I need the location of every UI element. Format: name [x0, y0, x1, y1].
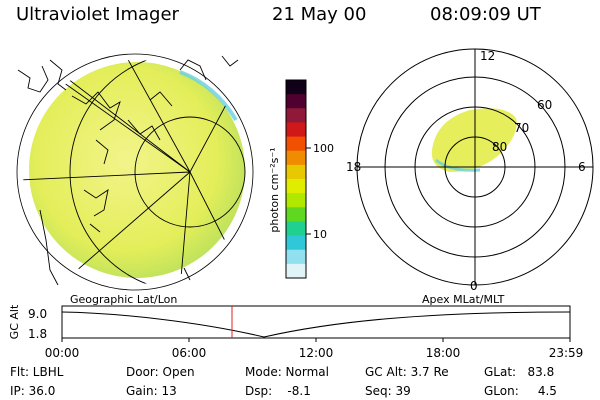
colorbar-cell — [286, 80, 306, 95]
colorbar: 100 10 photon cm⁻²s⁻¹ — [268, 79, 334, 279]
status-gain: Gain: 13 — [126, 384, 177, 398]
status-seq: Seq: 39 — [365, 384, 411, 398]
status-flt: Flt: LBHL — [10, 365, 64, 379]
time-title: 08:09:09 UT — [430, 4, 541, 25]
uv-emission-disk — [29, 62, 245, 278]
colorbar-cell — [286, 150, 306, 166]
colorbar-cell — [286, 179, 306, 194]
colorbar-cell — [286, 221, 306, 237]
altitude-curve — [61, 311, 571, 338]
colorbar-cell — [286, 164, 306, 180]
auroral-oval — [431, 108, 517, 172]
mlt-label-18: 18 — [346, 160, 361, 174]
colorbar-unit-label: photon cm⁻²s⁻¹ — [268, 147, 281, 232]
time-tick-2359: 23:59 — [549, 346, 584, 360]
colorbar-cell — [286, 263, 306, 279]
earth-limb — [16, 53, 254, 291]
lat-label-80: 80 — [492, 140, 507, 154]
date-title: 21 May 00 — [272, 4, 367, 25]
time-tick-0000: 00:00 — [45, 346, 80, 360]
lat-label-60: 60 — [537, 98, 552, 112]
lat-label-70: 70 — [514, 121, 529, 135]
status-glon: GLon: 4.5 — [484, 384, 557, 398]
colorbar-tick-100: 100 — [313, 142, 334, 155]
coastlines — [17, 55, 239, 286]
colorbar-cell — [286, 207, 306, 222]
status-dsp: Dsp: -8.1 — [245, 384, 311, 398]
status-glat: GLat: 83.8 — [484, 365, 554, 379]
time-tick-0600: 06:00 — [172, 346, 207, 360]
timeline-frame — [61, 305, 571, 339]
colorbar-cell — [286, 94, 306, 109]
mlt-label-6: 6 — [578, 160, 586, 174]
colorbar-cell — [286, 249, 306, 265]
status-gcalt: GC Alt: 3.7 Re — [365, 365, 449, 379]
colorbar-cell — [286, 235, 306, 251]
colorbar-frame — [285, 79, 307, 279]
emission-edge — [179, 70, 238, 122]
yaxis-title: GC Alt — [8, 304, 21, 339]
ytick-min: 1.8 — [28, 327, 47, 341]
colorbar-cell — [286, 193, 306, 208]
time-tick-1800: 18:00 — [426, 346, 461, 360]
status-ip: IP: 36.0 — [10, 384, 55, 398]
time-tick-1200: 12:00 — [299, 346, 334, 360]
instrument-title: Ultraviolet Imager — [16, 4, 179, 25]
geographic-image — [16, 53, 254, 291]
colorbar-cell — [286, 122, 306, 138]
colorbar-cell — [286, 108, 306, 123]
apex-label: Apex MLat/MLT — [422, 293, 505, 306]
status-info: Flt: LBHL IP: 36.0 Door: Open Gain: 13 M… — [10, 365, 557, 398]
colorbar-tick-10: 10 — [313, 228, 327, 241]
colorbar-cell — [286, 136, 306, 152]
status-door: Door: Open — [126, 365, 195, 379]
mlt-label-0: 0 — [470, 279, 478, 293]
geographic-label: Geographic Lat/Lon — [70, 293, 177, 306]
mlt-label-12: 12 — [480, 49, 495, 63]
altitude-timeline: Geographic Lat/Lon Apex MLat/MLT GC Alt … — [8, 293, 583, 360]
status-mode: Mode: Normal — [245, 365, 329, 379]
polar-plot: 12 18 6 0 60 70 80 — [346, 48, 594, 293]
ytick-max: 9.0 — [28, 307, 47, 321]
